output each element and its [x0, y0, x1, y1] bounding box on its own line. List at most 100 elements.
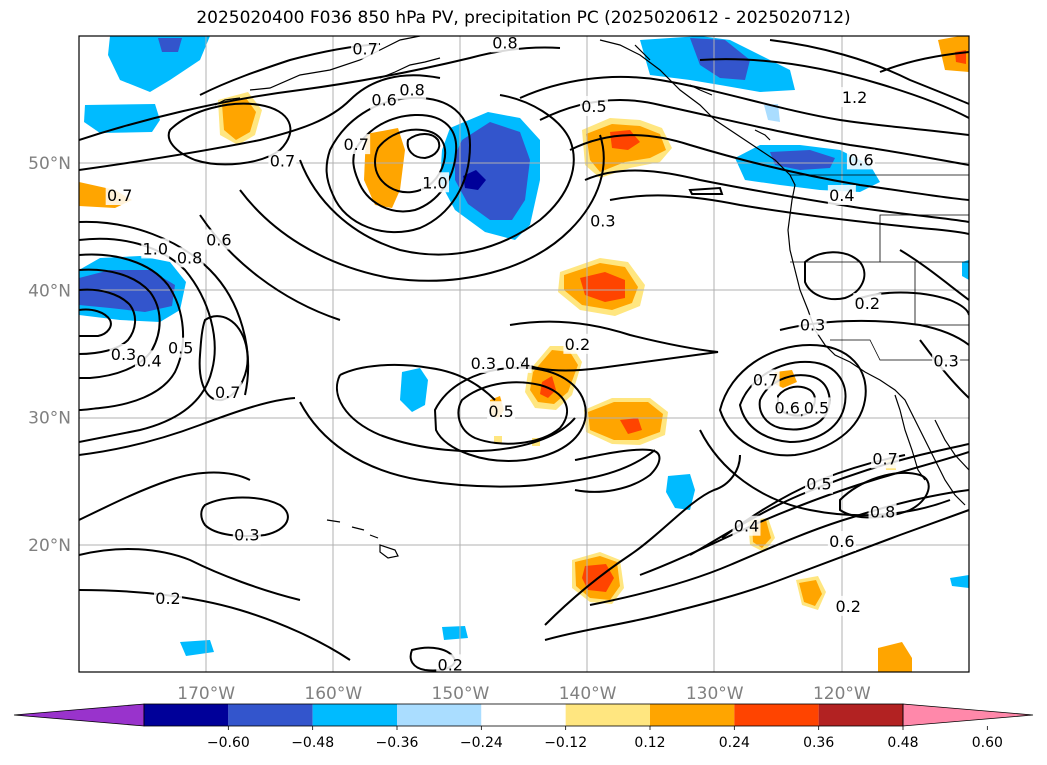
colorbar-segment — [734, 704, 819, 726]
colorbar-segment — [818, 704, 903, 726]
negative-anomaly-region-central-low — [440, 112, 540, 240]
colorbar-tick-label: 0.24 — [719, 735, 750, 751]
contour-label: 0.6 — [846, 149, 875, 170]
contour-label-text: 1.0 — [422, 173, 447, 192]
latitude-labels: 20°N 30°N 40°N 50°N — [28, 154, 71, 556]
negative-anomaly-region-west — [84, 104, 160, 133]
colorbar-tick-label: −0.60 — [207, 735, 250, 751]
contour-label-text: 0.6 — [848, 150, 873, 169]
lat-tick-label: 40°N — [28, 281, 71, 301]
contour-label: 0.5 — [487, 401, 516, 422]
contour-label: 0.2 — [436, 654, 465, 674]
contour-label: 0.3 — [798, 314, 827, 335]
contour-label: 0.5 — [579, 95, 608, 116]
negative-anomaly-region-pacific-northwest — [735, 145, 880, 192]
contour-label: 0.7 — [342, 134, 371, 155]
colorbar-segment — [228, 704, 313, 726]
contour-label: 0.8 — [175, 247, 204, 268]
colorbar-tick-label: −0.12 — [544, 735, 587, 751]
negative-anomaly-region-gulf-alaska — [640, 36, 795, 92]
lon-tick-label: 150°W — [432, 684, 490, 704]
contour-label-text: 0.7 — [270, 152, 295, 171]
contour-label: 0.7 — [751, 369, 780, 390]
colorbar-segment — [397, 704, 482, 726]
contour-label: 0.8 — [868, 501, 897, 522]
contour-label-text: 1.2 — [842, 88, 867, 107]
contour-label: 0.5 — [166, 337, 195, 358]
contour-label-text: 0.5 — [488, 402, 513, 421]
political-borders — [790, 174, 969, 361]
contour-label-text: 0.5 — [581, 97, 606, 116]
contour-label: 0.3 — [932, 350, 961, 371]
lon-tick-label: 130°W — [686, 684, 744, 704]
negative-anomaly-region-dateline — [79, 256, 186, 322]
contour-label: 0.4 — [503, 352, 532, 373]
contour-label-text: 0.5 — [168, 339, 193, 358]
contour-label-text: 0.2 — [835, 597, 860, 616]
contour-label: 0.4 — [134, 350, 163, 371]
lat-tick-label: 20°N — [28, 536, 71, 556]
positive-anomaly-region-subtropical — [525, 346, 668, 445]
colorbar-segment — [312, 704, 397, 726]
lat-tick-label: 30°N — [28, 409, 71, 429]
contour-label: 0.2 — [563, 333, 592, 354]
contour-label: 0.3 — [232, 524, 261, 545]
contour-label: 0.7 — [351, 38, 380, 59]
contour-label-text: 0.2 — [855, 294, 880, 313]
contour-label: 0.7 — [105, 185, 134, 205]
colorbar-segment — [650, 704, 735, 726]
contour-label-text: 0.6 — [371, 91, 396, 110]
colorbar-extend-high — [902, 703, 1034, 727]
positive-anomaly-region-central-pacific — [558, 258, 645, 316]
contour-label: 0.3 — [588, 210, 617, 231]
contour-label-text: 0.7 — [343, 135, 368, 154]
colorbar-outline — [143, 703, 904, 727]
contour-label-text: 0.3 — [234, 526, 259, 545]
contour-label: 1.2 — [840, 87, 869, 108]
colorbar-extend-low — [13, 703, 145, 727]
lon-tick-label: 160°W — [304, 684, 362, 704]
contour-label: 0.8 — [398, 79, 427, 100]
contour-label-text: 1.0 — [143, 239, 168, 258]
contour-label-text: 0.2 — [438, 655, 463, 674]
contour-label-text: 0.7 — [753, 370, 778, 389]
precip-shading — [79, 36, 969, 672]
lon-tick-label: 140°W — [559, 684, 617, 704]
contour-label-text: 0.4 — [829, 186, 854, 205]
contour-label-text: 0.8 — [399, 80, 424, 99]
contour-label: 0.2 — [154, 588, 182, 609]
contour-labels: 0.80.70.60.80.70.71.00.50.31.20.60.40.20… — [105, 33, 961, 674]
contour-label-text: 0.3 — [471, 354, 496, 373]
contour-label-text: 0.7 — [215, 383, 240, 402]
contour-label: 0.3 — [469, 352, 498, 373]
contour-label: 0.3 — [109, 344, 138, 364]
lat-tick-label: 50°N — [28, 154, 71, 174]
map-area: 0.80.70.60.80.70.71.00.50.31.20.60.40.20… — [79, 33, 969, 674]
contour-label: 0.8 — [490, 33, 519, 53]
colorbar-segment — [481, 704, 566, 726]
contour-label: 0.5 — [802, 397, 831, 418]
colorbar-tick-label: −0.48 — [291, 735, 334, 751]
contour-label-text: 0.4 — [734, 517, 759, 536]
contour-label-text: 0.7 — [872, 449, 897, 468]
colorbar-tick-label: −0.36 — [376, 735, 419, 751]
map-frame — [78, 35, 970, 673]
contour-label-text: 0.8 — [870, 503, 895, 522]
colorbar-segment — [144, 704, 229, 726]
contour-label: 0.6 — [773, 397, 802, 418]
contour-label: 0.5 — [804, 473, 833, 494]
colorbar-tick-label: −0.24 — [460, 735, 503, 751]
contour-label-text: 0.8 — [492, 33, 517, 52]
lon-tick-label: 120°W — [813, 684, 871, 704]
colorbar-tick-label: 0.48 — [887, 735, 918, 751]
contour-label: 0.7 — [268, 150, 297, 171]
contour-label-text: 0.5 — [804, 398, 829, 417]
contour-label-text: 0.6 — [206, 231, 231, 250]
longitude-labels: 170°W 160°W 150°W 140°W 130°W 120°W — [177, 684, 871, 704]
contour-label-text: 0.6 — [774, 398, 799, 417]
colorbar-tick-label: 0.36 — [803, 735, 834, 751]
lon-tick-label: 170°W — [177, 684, 235, 704]
contour-label-text: 0.7 — [352, 40, 377, 59]
contour-label-text: 0.3 — [590, 211, 615, 230]
colorbar-tick-label: 0.12 — [634, 735, 665, 751]
